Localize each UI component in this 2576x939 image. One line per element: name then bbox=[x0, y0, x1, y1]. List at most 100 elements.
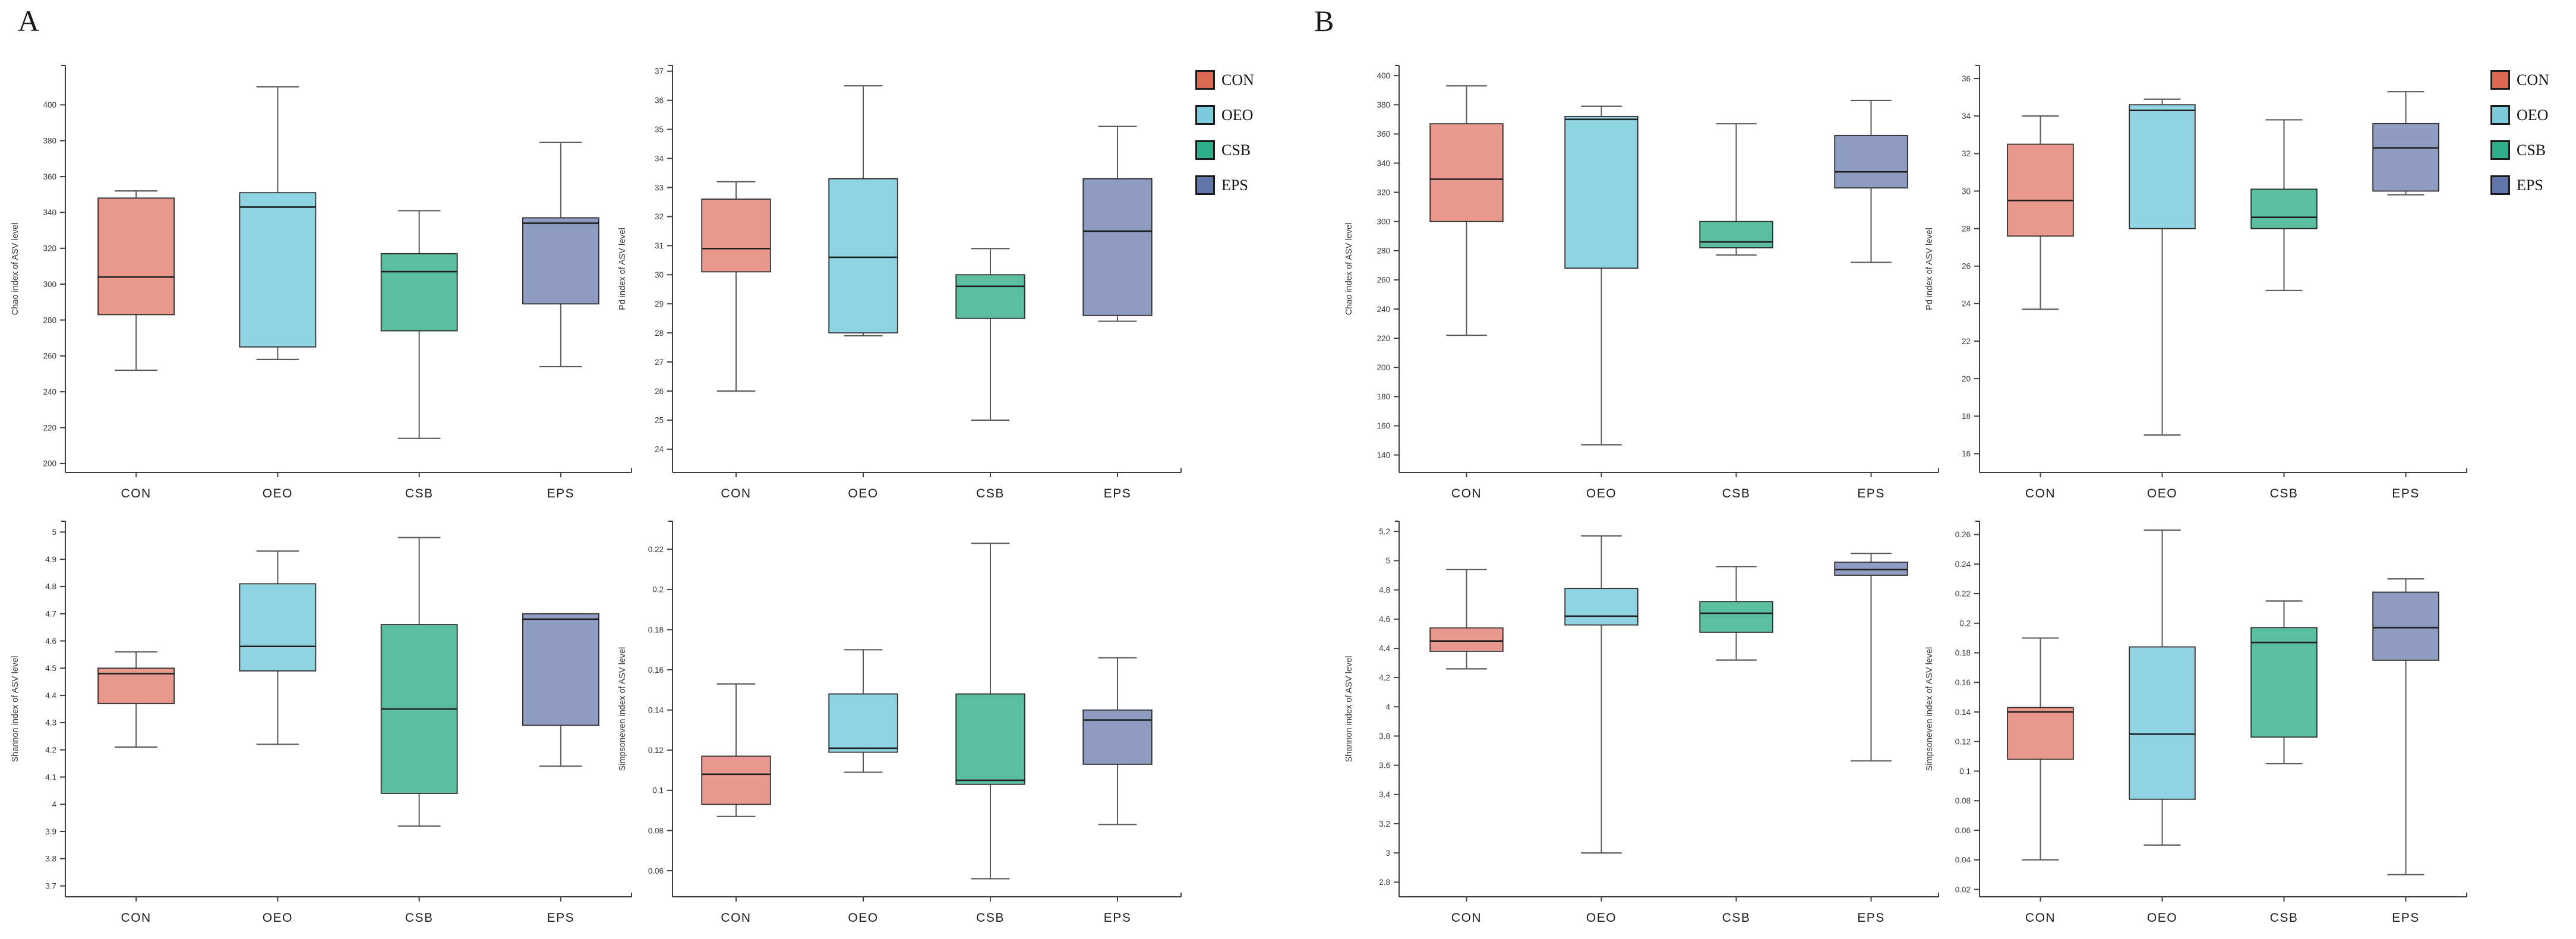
axes: 0.02 0.04 0.06 0.08 0.1 0.12 0.14 0.16 0.18 0.2 0.… bbox=[1925, 521, 2467, 925]
iqr-box-oeo bbox=[1564, 588, 1639, 626]
box-group-eps bbox=[1834, 99, 1908, 263]
y-tick-label: 360 bbox=[1377, 130, 1390, 138]
y-tick-label: 37 bbox=[655, 67, 664, 76]
iqr-box-oeo bbox=[239, 583, 317, 672]
axes: 0.06 0.08 0.1 0.12 0.14 0.16 0.18 0.2 0.22 Simpso… bbox=[618, 521, 1182, 925]
y-tick-label: 0.04 bbox=[1955, 856, 1971, 865]
iqr-box-csb bbox=[380, 253, 458, 332]
y-tick-label: 22 bbox=[1962, 337, 1971, 346]
box-group-con bbox=[1429, 85, 1504, 336]
y-axis-title: Chao index of ASV level bbox=[1344, 223, 1354, 316]
iqr-box-eps bbox=[522, 613, 599, 726]
y-tick-label: 2.8 bbox=[1379, 878, 1390, 887]
legend-swatch-con bbox=[2490, 70, 2510, 90]
y-tick-label: 0.06 bbox=[648, 866, 664, 875]
y-tick-label: 0.16 bbox=[1955, 678, 1971, 687]
y-tick-label: 220 bbox=[43, 423, 56, 432]
y-tick-label: 0.26 bbox=[1955, 530, 1971, 539]
y-tick-label: 4.1 bbox=[45, 773, 56, 782]
iqr-box-con bbox=[1429, 123, 1504, 222]
y-tick-label: 0.18 bbox=[648, 625, 664, 634]
x-category-label: OEO bbox=[263, 487, 293, 500]
box-group-oeo bbox=[1564, 535, 1639, 854]
panel-b: B 140 160 180 200 220 240 260 280 300 320 340 360 38… bbox=[1288, 0, 2576, 939]
y-tick-label: 36 bbox=[655, 96, 664, 105]
box-group-eps bbox=[2372, 578, 2439, 875]
x-category-label: CON bbox=[1451, 911, 1482, 925]
y-tick-label: 0.24 bbox=[1955, 560, 1971, 569]
legend-item-eps: EPS bbox=[2490, 175, 2549, 195]
y-axis-title: Simpsoneven index of ASV level bbox=[618, 647, 627, 771]
y-tick-label: 200 bbox=[43, 459, 56, 468]
y-tick-label: 3.7 bbox=[45, 881, 56, 890]
y-tick-label: 180 bbox=[1377, 392, 1390, 401]
legend-swatch-oeo bbox=[2490, 105, 2510, 125]
legend-label-eps: EPS bbox=[2517, 176, 2543, 194]
y-tick-label: 0.22 bbox=[648, 545, 664, 554]
y-tick-label: 28 bbox=[655, 329, 664, 338]
boxplot-simpsoneven-panel-a: 0.06 0.08 0.1 0.12 0.14 0.16 0.18 0.2 0.22 Simpso… bbox=[607, 506, 1188, 935]
box-group-csb bbox=[380, 210, 458, 439]
y-tick-label: 32 bbox=[1962, 149, 1971, 158]
box-group-con bbox=[97, 190, 175, 371]
y-axis-title: Pd index of ASV level bbox=[618, 228, 627, 310]
axes: 3.7 3.8 3.9 4 4.1 4.2 4.3 4.4 4.5 4.6 4.7 4.8 4.9 5 Sh… bbox=[11, 521, 632, 925]
y-tick-label: 400 bbox=[1377, 71, 1390, 80]
x-category-label: EPS bbox=[2392, 487, 2420, 500]
y-tick-label: 160 bbox=[1377, 421, 1390, 430]
y-tick-label: 33 bbox=[655, 183, 664, 192]
box-group-con bbox=[97, 651, 175, 748]
box-group-eps bbox=[1082, 125, 1153, 322]
y-tick-label: 4.4 bbox=[1379, 644, 1390, 653]
iqr-box-con bbox=[2007, 707, 2074, 760]
panel-a-label: A bbox=[18, 4, 40, 37]
y-tick-label: 240 bbox=[1377, 305, 1390, 314]
legend-item-oeo: OEO bbox=[1195, 105, 1254, 125]
box-group-eps bbox=[2372, 91, 2439, 196]
boxplot-chao-panel-a: 200 220 240 260 280 300 320 340 360 380 400 Chao in… bbox=[0, 51, 639, 511]
x-category-label: OEO bbox=[1586, 487, 1617, 500]
x-category-label: OEO bbox=[2147, 911, 2177, 925]
iqr-box-csb bbox=[2250, 627, 2318, 738]
x-category-label: CSB bbox=[1722, 487, 1751, 500]
y-tick-label: 5.2 bbox=[1379, 527, 1390, 536]
x-category-label: EPS bbox=[1857, 487, 1885, 500]
y-tick-label: 340 bbox=[43, 208, 56, 217]
legend-swatch-eps bbox=[2490, 175, 2510, 195]
legend-label-oeo: OEO bbox=[2517, 106, 2549, 124]
y-tick-label: 300 bbox=[43, 280, 56, 289]
boxplot-shannon-panel-a-svg: 3.7 3.8 3.9 4 4.1 4.2 4.3 4.4 4.5 4.6 4.7 4.8 4.9 5 Sh… bbox=[11, 521, 632, 925]
x-category-label: CON bbox=[2025, 487, 2056, 500]
box-group-oeo bbox=[828, 85, 898, 337]
panel-b-label: B bbox=[1314, 4, 1334, 37]
box-group-oeo bbox=[239, 550, 317, 745]
axes: 2.8 3 3.2 3.4 3.6 3.8 4 4.2 4.4 4.6 4.8 5 5.2 Shannon… bbox=[1344, 521, 1939, 925]
y-tick-label: 140 bbox=[1377, 450, 1390, 459]
y-tick-label: 34 bbox=[655, 154, 664, 163]
iqr-box-con bbox=[2007, 143, 2074, 237]
x-category-label: CSB bbox=[405, 911, 434, 925]
y-tick-label: 200 bbox=[1377, 363, 1390, 372]
box-group-csb bbox=[380, 537, 458, 827]
y-tick-label: 28 bbox=[1962, 224, 1971, 233]
x-category-label: CSB bbox=[2270, 487, 2299, 500]
y-tick-label: 4 bbox=[52, 800, 56, 809]
box-group-oeo bbox=[1564, 105, 1639, 446]
boxplot-chao-panel-b: 140 160 180 200 220 240 260 280 300 320 340 360 380 4… bbox=[1334, 51, 1946, 511]
x-category-label: CSB bbox=[2270, 911, 2299, 925]
y-tick-label: 35 bbox=[655, 125, 664, 134]
y-tick-label: 34 bbox=[1962, 112, 1971, 121]
iqr-box-eps bbox=[522, 217, 599, 305]
legend-item-oeo: OEO bbox=[2490, 105, 2549, 125]
y-tick-label: 0.18 bbox=[1955, 648, 1971, 657]
box-group-eps bbox=[522, 613, 599, 767]
y-axis-title: Pd index of ASV level bbox=[1925, 228, 1934, 310]
y-tick-label: 30 bbox=[1962, 187, 1971, 196]
boxplot-pd-panel-b-svg: 16 18 20 22 24 26 28 30 32 34 36 Pd index of ASV le… bbox=[1925, 65, 2467, 500]
y-axis-title: Chao index of ASV level bbox=[11, 223, 20, 316]
x-category-label: OEO bbox=[1586, 911, 1617, 925]
y-tick-label: 3 bbox=[1385, 849, 1390, 858]
legend-label-eps: EPS bbox=[1221, 176, 1248, 194]
y-tick-label: 4.7 bbox=[45, 610, 56, 619]
box-group-eps bbox=[1082, 657, 1153, 825]
